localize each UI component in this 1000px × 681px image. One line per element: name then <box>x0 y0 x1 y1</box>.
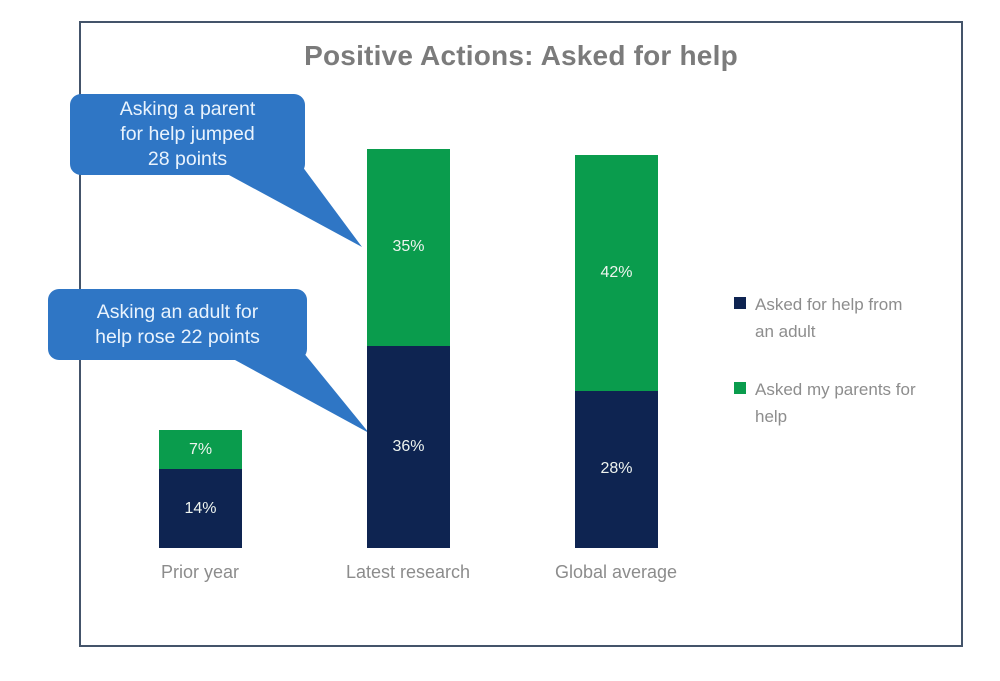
legend-label-adult: Asked for help from an adult <box>755 291 902 345</box>
segment-adult-latest: 36% <box>367 345 450 548</box>
category-label-latest-research: Latest research <box>345 562 471 582</box>
segment-parents-latest: 35% <box>367 149 450 346</box>
callout-bubble-parent: Asking a parent for help jumped 28 point… <box>70 94 305 175</box>
segment-parents-prior: 7% <box>159 430 242 470</box>
legend-item-adult: Asked for help from an adult <box>734 291 902 345</box>
bar-latest-research: 35% 36% <box>367 149 450 548</box>
callout-line: 28 points <box>147 148 228 170</box>
segment-adult-prior: 14% <box>159 469 242 548</box>
legend-swatch-adult <box>734 297 746 309</box>
callout-line: Asking an adult for <box>96 300 259 323</box>
segment-adult-global: 28% <box>575 390 658 548</box>
callout-line: for help jumped <box>120 123 255 145</box>
value-label: 7% <box>188 440 213 458</box>
legend-label-line: Asked for help from <box>755 295 903 314</box>
chart-title: Positive Actions: Asked for help <box>304 40 738 71</box>
callout-line: help rose 22 points <box>95 325 260 348</box>
bar-global-average: 42% 28% <box>575 154 658 548</box>
legend-swatch-parents <box>734 382 746 394</box>
legend-item-parents: Asked my parents for help <box>734 376 916 430</box>
value-label: 14% <box>184 499 217 517</box>
callout-line: Asking a parent <box>119 98 256 120</box>
segment-parents-global: 42% <box>575 154 658 391</box>
value-label: 42% <box>600 263 633 281</box>
category-label-prior-year: Prior year <box>160 562 240 582</box>
legend-label-line: help <box>755 407 788 426</box>
callout-bubble-adult: Asking an adult for help rose 22 points <box>48 289 307 360</box>
legend-label-parents: Asked my parents for help <box>755 376 916 430</box>
category-label-global-average: Global average <box>554 562 678 582</box>
value-label: 28% <box>600 460 633 478</box>
legend-label-line: an adult <box>755 322 816 341</box>
legend-label-line: Asked my parents for <box>755 380 916 399</box>
value-label: 35% <box>392 238 425 256</box>
bar-prior-year: 7% 14% <box>159 430 242 548</box>
value-label: 36% <box>392 437 425 455</box>
